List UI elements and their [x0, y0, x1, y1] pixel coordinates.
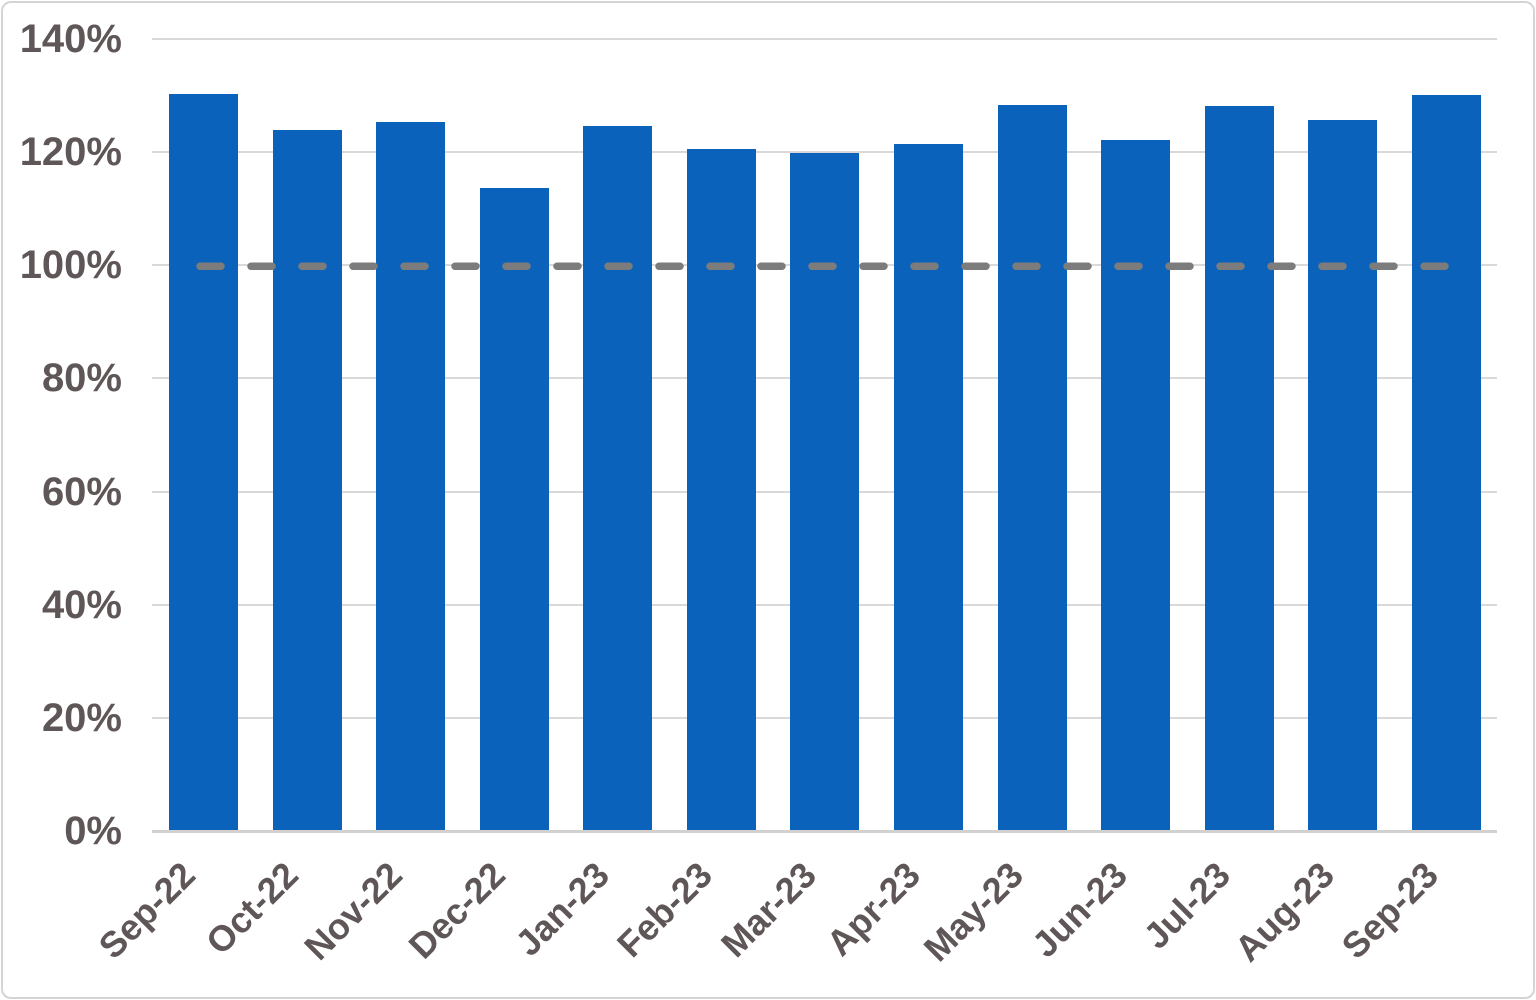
y-axis-tick-label: 40% [41, 582, 122, 627]
y-axis-tick-label: 60% [41, 469, 122, 514]
bar-Oct-22 [272, 129, 342, 831]
y-axis-tick-label: 20% [41, 695, 122, 740]
bar-Jan-23 [583, 125, 653, 831]
bar-Apr-23 [894, 143, 964, 831]
bar-Sep-22 [169, 93, 238, 831]
bar-Aug-23 [1308, 120, 1378, 831]
gridline-140pct [152, 38, 1497, 40]
bar-Mar-23 [790, 153, 860, 831]
y-axis-tick-label: 120% [19, 130, 122, 175]
bar-Dec-22 [479, 188, 549, 831]
bar-May-23 [997, 105, 1067, 831]
bar-Feb-23 [686, 148, 756, 831]
bar-Sep-23 [1411, 95, 1481, 831]
bars-group [169, 39, 1481, 831]
bar-Nov-22 [376, 121, 446, 831]
y-axis-tick-label: 80% [41, 356, 122, 401]
gridline-120pct [152, 151, 1497, 154]
y-axis-tick-label: 140% [19, 17, 122, 61]
plot-area [152, 38, 1497, 833]
x-axis-baseline [152, 830, 1497, 833]
bar-Jul-23 [1204, 105, 1274, 831]
bar-Jun-23 [1101, 139, 1171, 831]
y-axis-tick-label: 0% [64, 809, 122, 853]
y-axis-tick-label: 100% [19, 243, 122, 288]
